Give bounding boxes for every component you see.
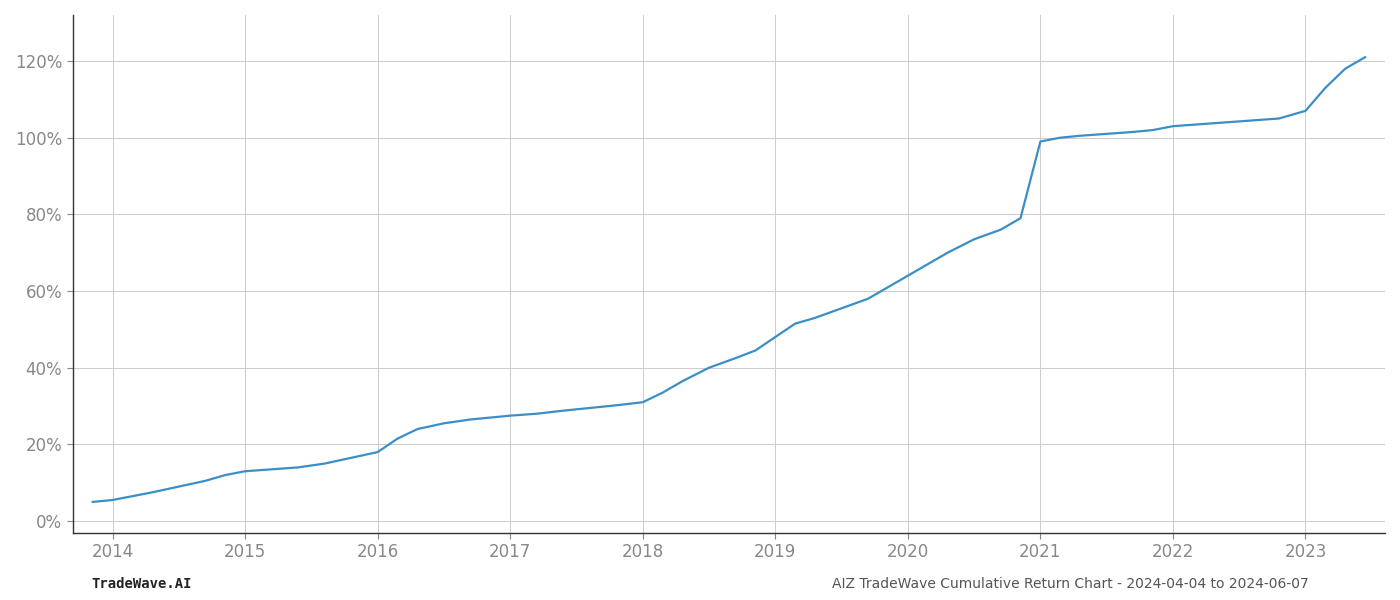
- Text: TradeWave.AI: TradeWave.AI: [91, 577, 192, 591]
- Text: AIZ TradeWave Cumulative Return Chart - 2024-04-04 to 2024-06-07: AIZ TradeWave Cumulative Return Chart - …: [832, 577, 1309, 591]
